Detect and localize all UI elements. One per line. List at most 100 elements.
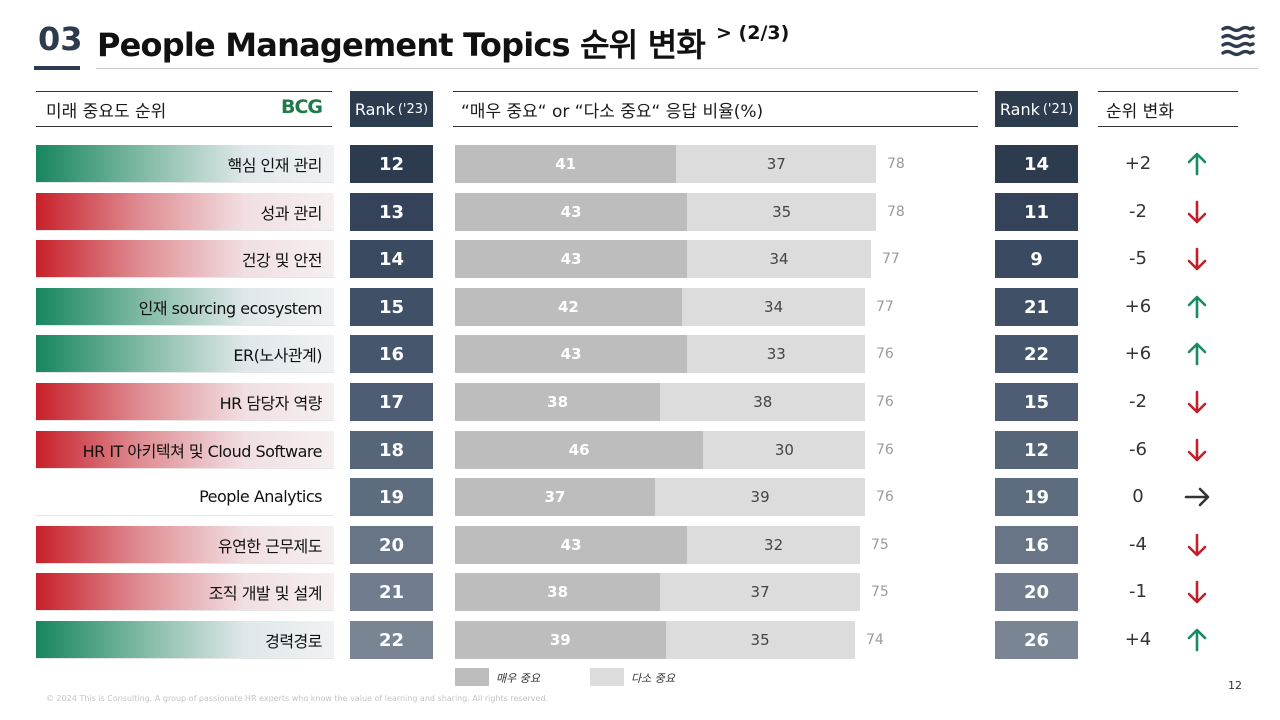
change-header-label: 순위 변화 bbox=[1106, 101, 1174, 122]
bar-total-label: 78 bbox=[887, 204, 905, 220]
rank-change-value: 0 bbox=[1132, 486, 1144, 507]
rank23-cell: 13 bbox=[350, 193, 433, 231]
response-header-label: “매우 중요“ or “다소 중요“ 응답 비율(%) bbox=[461, 101, 764, 122]
arrow-down-icon bbox=[1187, 580, 1207, 604]
importance-header-label: 미래 중요도 순위 bbox=[46, 101, 167, 122]
topic-label: HR IT 아키텍쳐 및 Cloud Software bbox=[36, 431, 334, 469]
response-bar: 41 37 bbox=[455, 145, 877, 183]
arrow-down-icon bbox=[1187, 438, 1207, 462]
response-bar: 43 35 bbox=[455, 193, 877, 231]
rank21-column-header: Rank ('21) bbox=[995, 91, 1078, 127]
topic-label: 경력경로 bbox=[36, 621, 334, 659]
bar-somewhat-important: 32 bbox=[687, 526, 860, 564]
topic-label: HR 담당자 역량 bbox=[36, 383, 334, 421]
legend-some-label: 다소 중요 bbox=[631, 672, 675, 685]
rank-change-value: +4 bbox=[1124, 629, 1152, 650]
response-bar: 39 35 bbox=[455, 621, 855, 659]
rank-change-value: -6 bbox=[1129, 439, 1147, 460]
bar-very-important: 38 bbox=[455, 383, 661, 421]
response-bar: 43 32 bbox=[455, 526, 860, 564]
section-number-underline bbox=[34, 66, 80, 70]
arrow-up-icon bbox=[1187, 628, 1207, 652]
bar-very-important: 43 bbox=[455, 193, 688, 231]
importance-column-header: 미래 중요도 순위 bbox=[36, 91, 332, 127]
topic-label: People Analytics bbox=[36, 478, 334, 516]
rank21-cell: 14 bbox=[995, 145, 1078, 183]
response-bar: 42 34 bbox=[455, 288, 866, 326]
page-number: 12 bbox=[1228, 679, 1242, 692]
bar-somewhat-important: 35 bbox=[687, 193, 877, 231]
bar-very-important: 43 bbox=[455, 526, 688, 564]
response-column-header: “매우 중요“ or “다소 중요“ 응답 비율(%) bbox=[453, 91, 978, 127]
rank23-column-header: Rank ('23) bbox=[350, 91, 433, 127]
bar-somewhat-important: 35 bbox=[665, 621, 855, 659]
arrow-up-icon bbox=[1187, 295, 1207, 319]
rank21-cell: 19 bbox=[995, 478, 1078, 516]
arrow-up-icon bbox=[1187, 152, 1207, 176]
response-bar: 38 37 bbox=[455, 573, 860, 611]
rank21-cell: 22 bbox=[995, 335, 1078, 373]
bar-very-important: 37 bbox=[455, 478, 655, 516]
bar-somewhat-important: 39 bbox=[654, 478, 866, 516]
rank23-cell: 22 bbox=[350, 621, 433, 659]
rank21-cell: 21 bbox=[995, 288, 1078, 326]
rank23-cell: 12 bbox=[350, 145, 433, 183]
rank21-cell: 11 bbox=[995, 193, 1078, 231]
bar-somewhat-important: 34 bbox=[681, 288, 866, 326]
rank-change-value: +6 bbox=[1124, 343, 1152, 364]
header-divider bbox=[96, 68, 1258, 69]
page-subtitle: > (2/3) bbox=[716, 22, 790, 44]
topic-label: 조직 개발 및 설계 bbox=[36, 573, 334, 611]
topic-label: 핵심 인재 관리 bbox=[36, 145, 334, 183]
arrow-down-icon bbox=[1187, 390, 1207, 414]
bar-very-important: 43 bbox=[455, 335, 688, 373]
bcg-logo: BCG bbox=[281, 96, 323, 118]
rank23-cell: 15 bbox=[350, 288, 433, 326]
bar-total-label: 77 bbox=[882, 251, 900, 267]
bar-somewhat-important: 34 bbox=[687, 240, 871, 278]
bar-somewhat-important: 38 bbox=[660, 383, 866, 421]
section-number: 03 bbox=[38, 20, 83, 58]
bar-very-important: 39 bbox=[455, 621, 666, 659]
rank-change-value: -2 bbox=[1129, 201, 1147, 222]
rank23-cell: 19 bbox=[350, 478, 433, 516]
rank21-header-label: Rank bbox=[999, 99, 1040, 119]
response-bar: 43 34 bbox=[455, 240, 871, 278]
bar-somewhat-important: 37 bbox=[676, 145, 877, 183]
rank23-cell: 14 bbox=[350, 240, 433, 278]
rank21-cell: 12 bbox=[995, 431, 1078, 469]
arrow-right-icon bbox=[1184, 487, 1210, 507]
rank23-cell: 17 bbox=[350, 383, 433, 421]
arrow-down-icon bbox=[1187, 247, 1207, 271]
legend-very-swatch bbox=[455, 668, 489, 686]
bar-very-important: 38 bbox=[455, 573, 661, 611]
arrow-down-icon bbox=[1187, 533, 1207, 557]
topic-label: 유연한 근무제도 bbox=[36, 526, 334, 564]
rank21-cell: 20 bbox=[995, 573, 1078, 611]
arrow-up-icon bbox=[1187, 342, 1207, 366]
copyright-footer: © 2024 This is Consulting. A group of pa… bbox=[46, 694, 549, 703]
bar-somewhat-important: 37 bbox=[660, 573, 860, 611]
bar-total-label: 76 bbox=[876, 394, 894, 410]
bar-total-label: 76 bbox=[876, 489, 894, 505]
topic-label: 건강 및 안전 bbox=[36, 240, 334, 278]
rank-change-value: -5 bbox=[1129, 248, 1147, 269]
response-bar: 43 33 bbox=[455, 335, 866, 373]
response-bar: 37 39 bbox=[455, 478, 866, 516]
topic-label: 인재 sourcing ecosystem bbox=[36, 288, 334, 326]
rank21-cell: 26 bbox=[995, 621, 1078, 659]
bar-total-label: 76 bbox=[876, 346, 894, 362]
waves-menu-icon[interactable] bbox=[1221, 24, 1255, 58]
rank23-cell: 18 bbox=[350, 431, 433, 469]
rank21-header-year: ('21) bbox=[1042, 101, 1074, 117]
rank-change-value: -4 bbox=[1129, 534, 1147, 555]
bar-total-label: 75 bbox=[871, 584, 889, 600]
bar-very-important: 46 bbox=[455, 431, 704, 469]
bar-total-label: 76 bbox=[876, 442, 894, 458]
rank-change-value: -1 bbox=[1129, 581, 1147, 602]
topic-label: 성과 관리 bbox=[36, 193, 334, 231]
bar-total-label: 75 bbox=[871, 537, 889, 553]
response-bar: 38 38 bbox=[455, 383, 866, 421]
bar-somewhat-important: 33 bbox=[687, 335, 866, 373]
change-column-header: 순위 변화 bbox=[1098, 91, 1238, 127]
